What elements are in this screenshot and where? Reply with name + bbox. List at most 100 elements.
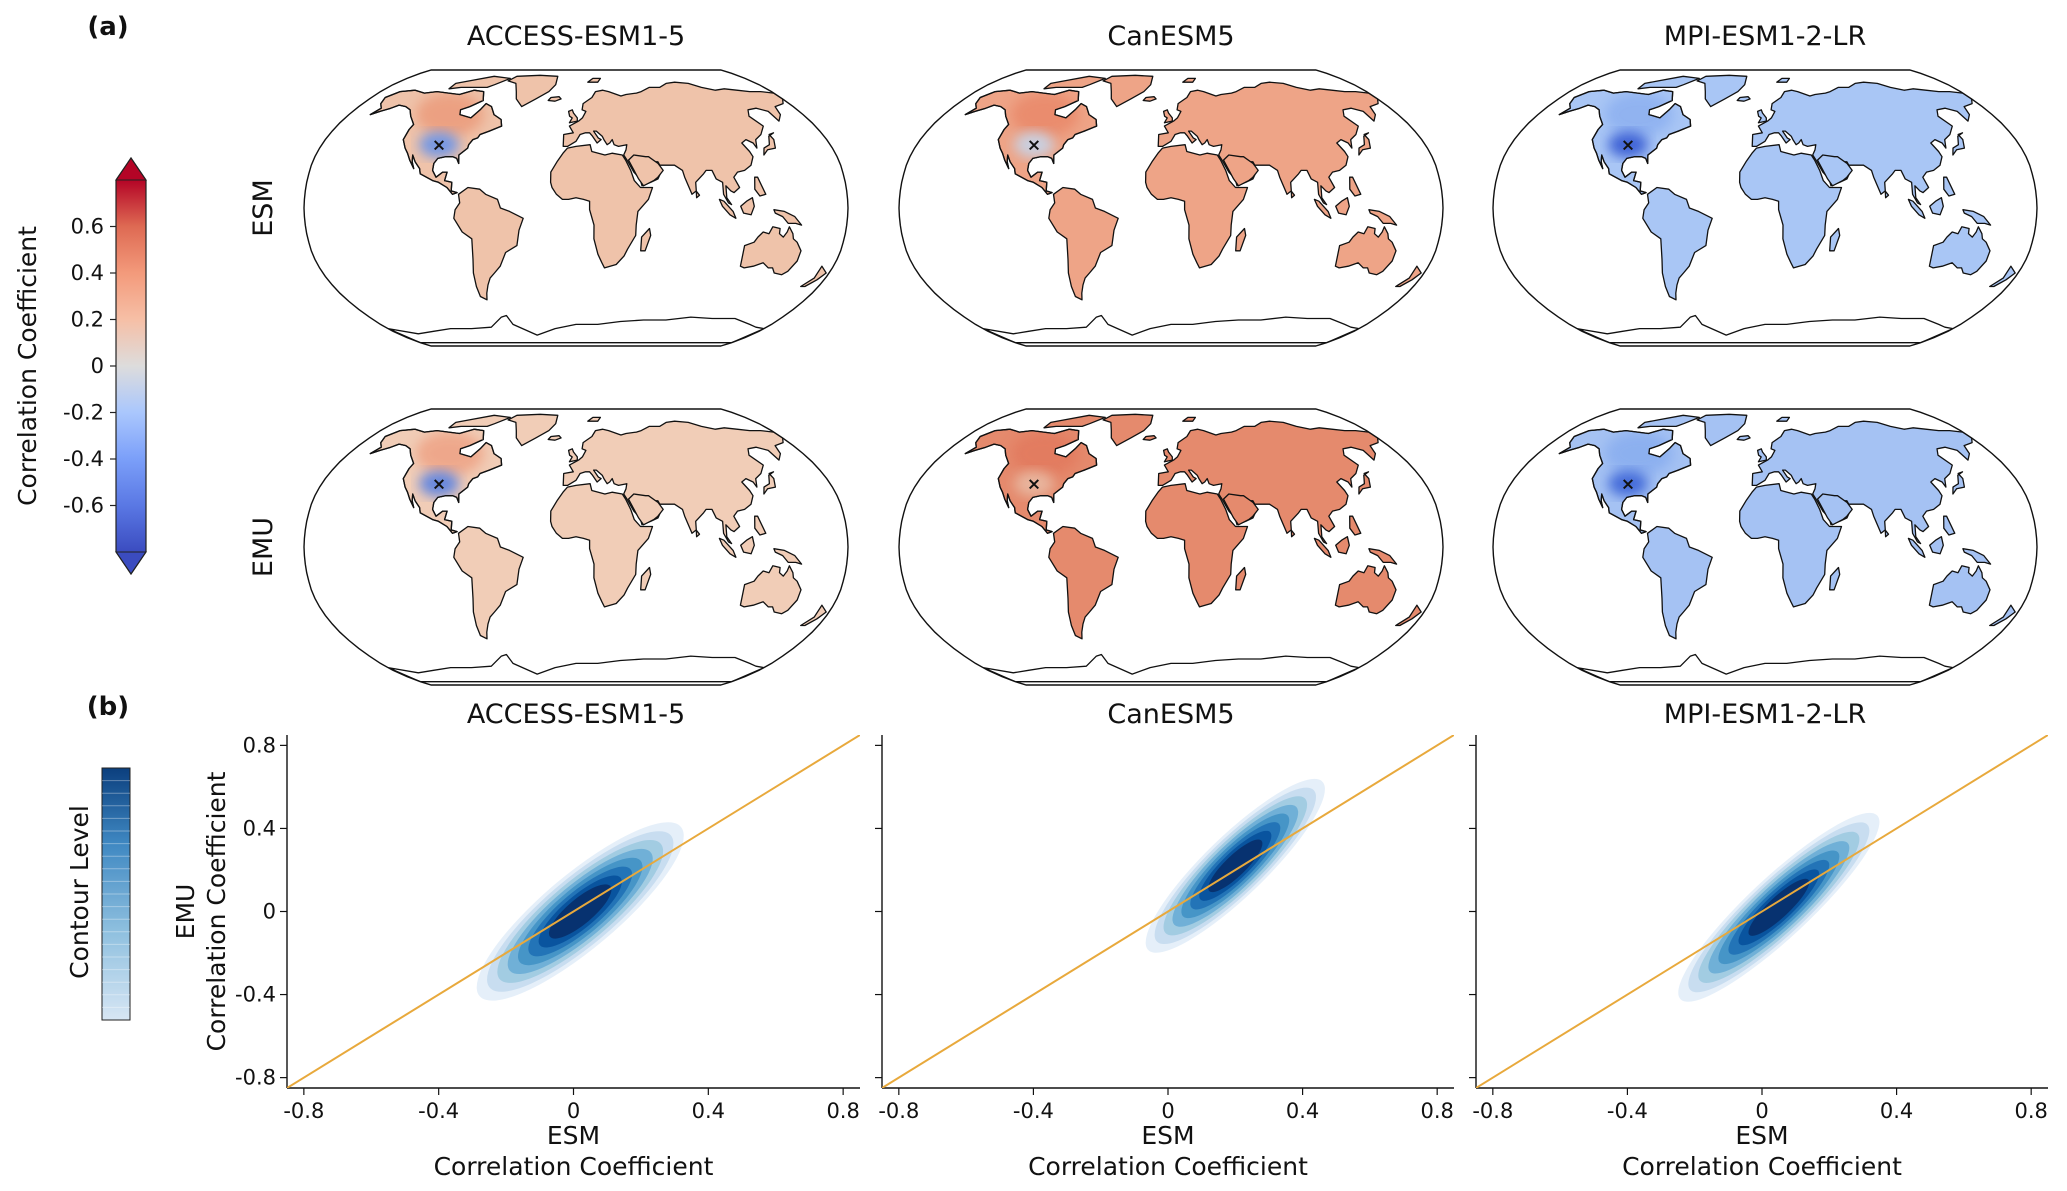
landmass-arabia-fix xyxy=(1222,154,1259,187)
landmass-sri-lanka xyxy=(695,190,701,199)
reference-point-marker: × xyxy=(432,475,446,495)
north-america-shading xyxy=(415,92,484,158)
map-land xyxy=(1558,413,2016,683)
landmass-sumatra xyxy=(718,537,737,558)
landmass-iceland xyxy=(547,96,562,102)
north-america-shading xyxy=(1604,92,1673,158)
landmass-eurasia xyxy=(562,420,784,545)
colorbar-tick-label: -0.6 xyxy=(63,494,104,518)
landmass-iceland xyxy=(1142,96,1157,102)
map-border xyxy=(898,408,1444,686)
landmass-sumatra xyxy=(1907,537,1926,558)
landmass-madagascar xyxy=(1235,566,1247,591)
landmass-australia xyxy=(1928,226,1991,276)
landmass-canadian-islands xyxy=(1043,75,1106,90)
landmass-new-guinea xyxy=(773,548,803,565)
landmass-south-america xyxy=(1642,525,1713,640)
map-mpi-esm1-2-lr-esm: × xyxy=(1492,69,2038,347)
landmass-uk xyxy=(1756,109,1767,124)
landmass-madagascar xyxy=(1829,566,1841,591)
x-tick-label: 0.4 xyxy=(1880,1099,1913,1123)
landmass-canadian-islands xyxy=(1637,75,1700,90)
landmass-south-america xyxy=(453,525,524,640)
landmass-sumatra xyxy=(1907,198,1926,219)
landmass-sri-lanka xyxy=(1290,529,1296,538)
landmass-philippines xyxy=(1349,176,1362,197)
landmass-nz xyxy=(1989,265,2016,288)
map-border xyxy=(303,408,849,686)
landmass-greenland xyxy=(1696,413,1748,447)
landmass-africa xyxy=(549,144,654,269)
landmass-greenland xyxy=(507,413,559,447)
landmass-sumatra xyxy=(718,198,737,219)
panel-a-label: (a) xyxy=(87,12,128,42)
x-tick-label: -0.8 xyxy=(283,1099,324,1123)
north-america-shading xyxy=(1604,431,1673,497)
landmass-philippines xyxy=(1943,515,1956,536)
landmass-uk xyxy=(567,448,578,463)
landmass-greenland xyxy=(1696,74,1748,108)
landmass-antarctica xyxy=(982,653,1360,683)
landmass-svalbard xyxy=(587,416,602,422)
landmass-madagascar xyxy=(640,566,652,591)
x-axis-label: Correlation Coefficient xyxy=(434,1152,714,1181)
x-tick-label: -0.4 xyxy=(1607,1099,1648,1123)
landmass-sri-lanka xyxy=(1884,529,1890,538)
landmass-borneo xyxy=(1335,197,1350,216)
one-to-one-line xyxy=(1476,735,2048,1088)
landmass-greenland xyxy=(1102,74,1154,108)
landmass-iceland xyxy=(547,435,562,441)
landmass-arabia-fix xyxy=(1816,493,1853,526)
x-axis-label: ESM xyxy=(1141,1121,1194,1150)
map-canesm5-emu: × xyxy=(898,408,1444,686)
landmass-borneo xyxy=(1929,536,1944,555)
landmass-australia xyxy=(1928,565,1991,615)
x-axis-label: ESM xyxy=(547,1121,600,1150)
reference-point-marker: × xyxy=(1027,136,1041,156)
colorbar-gradient xyxy=(116,180,146,552)
reference-point-marker: × xyxy=(1621,136,1635,156)
x-axis-label: ESM xyxy=(1735,1121,1788,1150)
map-border xyxy=(1492,69,2038,347)
landmass-australia xyxy=(1334,565,1397,615)
x-tick-label: -0.8 xyxy=(1472,1099,1513,1123)
y-axis-label: Correlation Coefficient xyxy=(202,771,231,1051)
landmass-australia xyxy=(739,226,802,276)
y-tick-label: 0 xyxy=(263,900,276,924)
landmass-sumatra xyxy=(1313,537,1332,558)
landmass-iceland xyxy=(1736,96,1751,102)
x-tick-label: 0.4 xyxy=(692,1099,725,1123)
x-tick-label: 0 xyxy=(567,1099,580,1123)
landmass-new-guinea xyxy=(1368,548,1398,565)
map-access-esm1-5-esm: × xyxy=(303,69,849,347)
x-tick-label: 0.8 xyxy=(1420,1099,1453,1123)
landmass-borneo xyxy=(740,197,755,216)
reference-point-marker: × xyxy=(1621,475,1635,495)
contour-colorbar-label: Contour Level xyxy=(65,805,94,979)
landmass-canadian-islands xyxy=(1637,414,1700,429)
reference-point-marker: × xyxy=(1027,475,1041,495)
landmass-canadian-islands xyxy=(448,414,511,429)
landmass-nz xyxy=(1395,265,1422,288)
landmass-iceland xyxy=(1142,435,1157,441)
north-america-shading xyxy=(1010,92,1079,158)
colorbar-tick-label: 0.2 xyxy=(71,308,104,332)
contour-colorbar-gradient xyxy=(101,767,131,1021)
landmass-africa xyxy=(1144,483,1249,608)
map-border xyxy=(1492,408,2038,686)
landmass-uk xyxy=(1162,109,1173,124)
y-tick-label: 0.4 xyxy=(243,816,276,840)
landmass-australia xyxy=(1334,226,1397,276)
map-border xyxy=(303,69,849,347)
landmass-new-guinea xyxy=(773,209,803,226)
colorbar-tick-label: 0 xyxy=(91,354,104,378)
y-tick-label: -0.8 xyxy=(235,1066,276,1090)
landmass-iceland xyxy=(1736,435,1751,441)
y-tick-label: -0.4 xyxy=(235,983,276,1007)
landmass-arabia-fix xyxy=(627,154,664,187)
landmass-madagascar xyxy=(1829,227,1841,252)
landmass-borneo xyxy=(740,536,755,555)
landmass-philippines xyxy=(1349,515,1362,536)
